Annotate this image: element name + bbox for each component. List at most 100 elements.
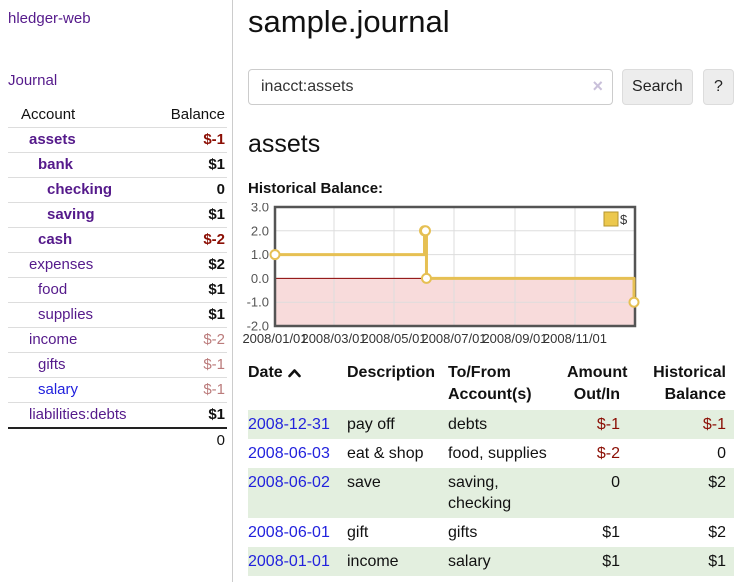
account-balance: $1 [117,302,227,328]
help-button[interactable]: ? [702,69,734,105]
app-brand-link[interactable]: hledger-web [8,10,91,27]
register-header-account: To/From Account(s) [448,364,532,403]
account-row: liabilities:debts $1 [8,402,227,428]
transaction-amount: $1 [602,553,620,570]
accounts-header-account: Account [21,106,76,123]
account-row: bank $1 [8,152,227,178]
page-title: sample.journal [248,4,450,39]
account-row: cash $-2 [8,227,227,253]
account-link-bank[interactable]: bank [38,156,74,173]
account-link-gifts[interactable]: gifts [38,356,66,373]
transaction-description: pay off [347,416,395,433]
account-link-assets[interactable]: assets [29,131,76,148]
clear-search-icon[interactable]: × [592,76,603,96]
account-link-liabilities-debts[interactable]: liabilities:debts [29,406,127,423]
accounts-total: 0 [117,427,227,453]
transaction-row: 2008-12-31 pay off debts $-1 $-1 [248,410,734,439]
register-header-balance: Historical Balance [653,364,726,403]
accounts-header-row: Account Balance [8,103,227,128]
sidebar-item-journal[interactable]: Journal [8,72,58,89]
main-panel: sample.journal × Search ? assets Histori… [234,0,742,576]
transaction-balance: $2 [708,474,726,491]
account-balance: $-1 [117,377,227,403]
svg-text:2008/09/01: 2008/09/01 [482,331,547,346]
account-link-saving[interactable]: saving [47,206,95,223]
transaction-accounts: saving, checking [448,474,512,512]
account-row: gifts $-1 [8,352,227,378]
account-link-income[interactable]: income [29,331,78,348]
transaction-amount: $-2 [596,445,620,462]
register-table: Date Description To/From Account(s) Amoun… [248,360,734,576]
svg-text:2008/01/01: 2008/01/01 [242,331,307,346]
register-header-description: Description [347,364,436,381]
register-header-amount: Amount Out/In [567,364,628,403]
transaction-row: 2008-06-02 save saving, checking 0 $2 [248,468,734,518]
account-row: supplies $1 [8,302,227,328]
account-balance: $-1 [117,352,227,378]
account-row: assets $-1 [8,127,227,153]
account-balance: $1 [117,277,227,303]
account-link-expenses[interactable]: expenses [29,256,94,273]
search-button[interactable]: Search [622,69,693,105]
transaction-row: 2008-06-01 gift gifts $1 $2 [248,518,734,547]
account-balance: $2 [117,252,227,278]
svg-text:1.0: 1.0 [251,247,269,262]
register-header-date[interactable]: Date [248,360,347,410]
transaction-description: save [347,474,381,491]
account-balance: $1 [117,402,227,428]
account-balance: $-2 [117,327,227,353]
transaction-description: eat & shop [347,445,424,462]
svg-text:-1.0: -1.0 [247,295,269,310]
svg-text:2008/07/01: 2008/07/01 [421,331,486,346]
transaction-amount: $-1 [596,416,620,433]
account-row: income $-2 [8,327,227,353]
account-link-supplies[interactable]: supplies [38,306,94,323]
svg-text:2008/11/01: 2008/11/01 [543,331,607,346]
account-link-salary[interactable]: salary [38,381,79,398]
account-heading: assets [248,130,321,158]
svg-text:$: $ [620,212,628,227]
transaction-date-link[interactable]: 2008-06-01 [248,524,330,541]
transaction-balance: $1 [708,553,726,570]
sort-ascending-icon [287,369,301,378]
svg-text:2.0: 2.0 [251,223,269,238]
sidebar: hledger-web Journal Account Balance asse… [0,0,233,582]
transaction-date-link[interactable]: 2008-06-03 [248,445,330,462]
date-header-label: Date [248,364,283,381]
transaction-accounts: debts [448,416,488,433]
transaction-date-link[interactable]: 2008-06-02 [248,474,330,491]
svg-text:2008/03/01: 2008/03/01 [301,331,366,346]
transaction-balance: $2 [708,524,726,541]
account-balance: $1 [117,202,227,228]
account-row: salary $-1 [8,377,227,403]
svg-text:0.0: 0.0 [251,271,269,286]
transaction-amount: 0 [611,474,620,491]
account-link-checking[interactable]: checking [47,181,113,198]
transaction-row: 2008-06-03 eat & shop food, supplies $-2… [248,439,734,468]
svg-text:2008/05/01: 2008/05/01 [361,331,426,346]
accounts-table: Account Balance assets $-1 bank $1 check… [8,103,227,453]
account-balance: $-1 [117,127,227,153]
account-balance: 0 [117,177,227,203]
transaction-accounts: gifts [448,524,478,541]
transaction-amount: $1 [602,524,620,541]
transaction-date-link[interactable]: 2008-12-31 [248,416,330,433]
transaction-row: 2008-01-01 income salary $1 $1 [248,547,734,576]
svg-text:3.0: 3.0 [251,203,269,215]
transaction-balance: 0 [717,445,726,462]
account-row: checking 0 [8,177,227,203]
accounts-header-balance: Balance [170,106,225,123]
account-link-cash[interactable]: cash [38,231,73,248]
account-row: saving $1 [8,202,227,228]
historical-balance-chart: 3.0 2.0 1.0 0.0 -1.0 -2.02008/01/012008/03/01… [242,203,640,346]
chart-title: Historical Balance: [248,180,384,197]
account-balance: $1 [117,152,227,178]
search-bar: × Search ? [248,69,734,105]
transaction-accounts: salary [448,553,491,570]
svg-text:-2.0: -2.0 [247,319,269,334]
account-link-food[interactable]: food [38,281,68,298]
search-input[interactable] [248,69,613,105]
transaction-accounts: food, supplies [448,445,547,462]
accounts-total-row: 0 [8,427,227,453]
transaction-date-link[interactable]: 2008-01-01 [248,553,330,570]
